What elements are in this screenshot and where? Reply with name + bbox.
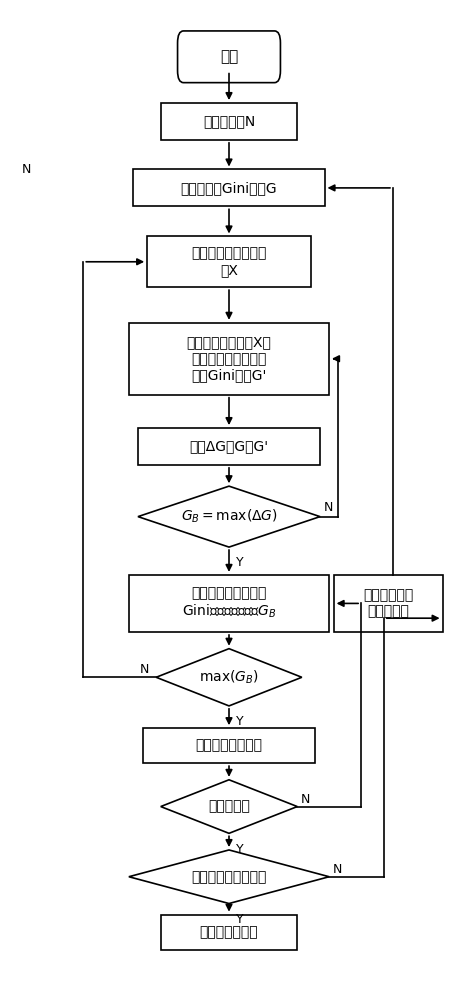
Text: 设定皮肤指标属性X的
分割阈值，计算划分
后的Gini系数G': 设定皮肤指标属性X的 分割阈值，计算划分 后的Gini系数G': [186, 336, 272, 382]
FancyBboxPatch shape: [138, 428, 320, 465]
FancyBboxPatch shape: [129, 575, 329, 632]
Text: 以该节点为子
树的根节点: 以该节点为子 树的根节点: [363, 588, 414, 619]
FancyBboxPatch shape: [133, 169, 325, 206]
FancyBboxPatch shape: [161, 103, 297, 140]
Text: 开始: 开始: [220, 49, 238, 64]
Text: 记录最佳分割阈值和
Gini系数最大减少量$G_B$: 记录最佳分割阈值和 Gini系数最大减少量$G_B$: [182, 586, 276, 620]
Polygon shape: [138, 486, 320, 547]
Text: N: N: [324, 501, 333, 514]
Text: $G_B=\max(\Delta G)$: $G_B=\max(\Delta G)$: [180, 508, 278, 525]
Text: 所有节点到达叶节点: 所有节点到达叶节点: [191, 870, 267, 884]
Text: 创建根节点N: 创建根节点N: [203, 114, 255, 128]
Text: Y: Y: [236, 843, 244, 856]
Text: Y: Y: [236, 715, 244, 728]
FancyBboxPatch shape: [334, 575, 443, 632]
Text: 最佳皮肤指标属性: 最佳皮肤指标属性: [196, 739, 262, 753]
Polygon shape: [129, 850, 329, 904]
Text: N: N: [333, 863, 342, 876]
FancyBboxPatch shape: [142, 728, 316, 763]
Text: 计算根节点Gini系数G: 计算根节点Gini系数G: [181, 181, 277, 195]
FancyBboxPatch shape: [129, 323, 329, 395]
FancyBboxPatch shape: [161, 915, 297, 950]
Polygon shape: [161, 780, 297, 833]
Text: N: N: [140, 663, 149, 676]
Text: Y: Y: [236, 556, 244, 569]
FancyBboxPatch shape: [147, 236, 311, 287]
Text: $\max(G_B)$: $\max(G_B)$: [199, 669, 259, 686]
FancyBboxPatch shape: [178, 31, 280, 83]
Polygon shape: [156, 649, 302, 706]
Text: 决策树生长完成: 决策树生长完成: [200, 925, 258, 939]
Text: 计算ΔG＝G－G': 计算ΔG＝G－G': [190, 439, 268, 453]
Text: 到达叶节点: 到达叶节点: [208, 800, 250, 814]
Text: Y: Y: [236, 913, 244, 926]
Text: N: N: [22, 163, 31, 176]
Text: N: N: [301, 793, 311, 806]
Text: 指定某一皮肤指标属
性X: 指定某一皮肤指标属 性X: [191, 247, 267, 277]
